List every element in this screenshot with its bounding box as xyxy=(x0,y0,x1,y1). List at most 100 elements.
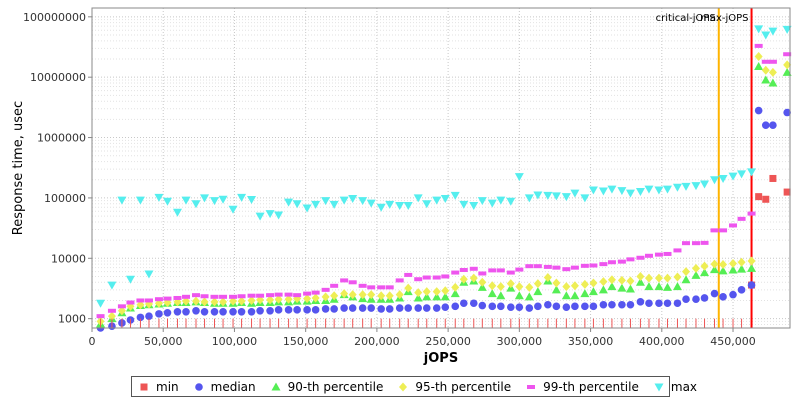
data-point xyxy=(477,282,487,291)
data-point xyxy=(219,307,227,316)
data-point xyxy=(580,263,589,268)
data-point xyxy=(126,300,135,305)
data-point xyxy=(210,294,219,299)
data-point xyxy=(321,287,330,292)
data-point xyxy=(451,270,460,275)
data-point xyxy=(311,290,320,295)
data-point xyxy=(747,211,756,216)
data-point xyxy=(552,278,561,288)
data-point xyxy=(219,294,228,299)
data-point xyxy=(432,287,441,297)
data-point xyxy=(191,296,200,306)
data-point xyxy=(339,196,349,205)
data-point xyxy=(533,264,542,269)
data-point xyxy=(404,283,413,293)
data-point xyxy=(747,263,757,272)
data-point xyxy=(144,270,154,279)
data-point xyxy=(366,199,376,208)
data-point xyxy=(700,268,710,277)
data-point xyxy=(581,302,589,311)
x-tick-label: 100,000 xyxy=(212,335,258,348)
data-point xyxy=(330,283,339,288)
data-point xyxy=(506,197,516,206)
legend-marker xyxy=(194,382,203,391)
legend-marker xyxy=(654,383,664,391)
data-point xyxy=(404,272,413,277)
data-point xyxy=(228,205,238,214)
data-point xyxy=(515,267,524,272)
data-point xyxy=(173,307,182,316)
data-point xyxy=(182,294,191,299)
data-point xyxy=(681,275,691,284)
data-point xyxy=(451,282,460,292)
data-point xyxy=(761,59,770,64)
data-point xyxy=(710,265,720,274)
data-point xyxy=(432,275,441,280)
data-point xyxy=(754,62,764,71)
data-point xyxy=(506,279,515,289)
data-point xyxy=(543,191,553,200)
data-point xyxy=(673,248,682,253)
axes: 0 50,000 100,000 150,000 200,000 250,000 300,0… xyxy=(23,11,756,348)
y-tick-label: 10000 xyxy=(51,252,86,265)
data-point xyxy=(459,274,468,284)
data-point xyxy=(385,291,394,301)
data-point xyxy=(247,307,256,316)
data-point xyxy=(136,300,145,310)
data-point xyxy=(514,291,524,300)
data-point xyxy=(626,300,635,309)
series-95-th-percentile xyxy=(96,52,792,326)
legend-item: 99-th percentile xyxy=(525,380,639,394)
data-point xyxy=(644,273,653,283)
data-point xyxy=(163,296,172,301)
data-point xyxy=(644,185,654,194)
data-point xyxy=(218,195,228,204)
data-point xyxy=(340,278,349,283)
legend-item: 95-th percentile xyxy=(397,380,511,394)
data-point xyxy=(377,291,386,301)
legend-item: median xyxy=(193,380,256,394)
data-point xyxy=(395,290,404,300)
data-point xyxy=(107,311,116,321)
data-point xyxy=(441,286,450,296)
data-point xyxy=(524,292,534,301)
data-point xyxy=(265,210,275,219)
data-point xyxy=(543,273,552,283)
marker-label: max-jOPS xyxy=(700,13,748,24)
data-point xyxy=(247,293,256,298)
data-point xyxy=(654,186,664,195)
data-point xyxy=(710,176,720,185)
data-point xyxy=(580,279,589,289)
data-point xyxy=(459,299,468,308)
data-point xyxy=(450,191,460,200)
data-point xyxy=(691,270,701,279)
data-point xyxy=(700,240,709,245)
data-point xyxy=(358,290,367,300)
data-point xyxy=(385,285,394,290)
y-tick-label: 1000000 xyxy=(37,132,86,145)
data-point xyxy=(525,282,534,292)
data-point xyxy=(599,300,608,309)
data-point xyxy=(340,304,348,312)
data-point xyxy=(728,265,738,274)
data-point xyxy=(691,241,700,246)
legend: min median 90-th percentile 95-th percentil… xyxy=(131,376,697,397)
data-point xyxy=(761,75,771,84)
data-point xyxy=(321,305,330,313)
legend-item: max xyxy=(653,380,697,394)
data-point xyxy=(551,192,561,201)
data-point xyxy=(376,203,386,212)
data-point xyxy=(589,302,598,311)
data-point xyxy=(636,298,645,306)
data-point xyxy=(663,251,672,256)
data-point xyxy=(607,282,617,291)
data-point xyxy=(237,307,246,316)
series-90-th-percentile xyxy=(96,62,792,328)
x-tick-label: 150,000 xyxy=(283,335,329,348)
data-point xyxy=(311,306,320,314)
data-point xyxy=(754,106,763,115)
data-point xyxy=(580,194,590,203)
data-point xyxy=(478,271,487,276)
grid xyxy=(91,8,790,329)
data-point xyxy=(303,306,311,314)
